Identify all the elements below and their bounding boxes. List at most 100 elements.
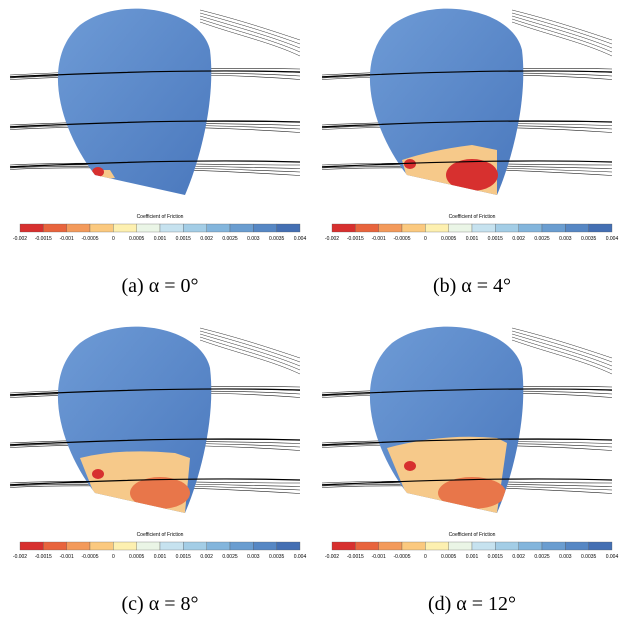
streamline (200, 340, 300, 374)
colorbar-swatch (402, 542, 425, 550)
colorbar-swatch (277, 224, 300, 232)
colorbar-swatch (183, 224, 206, 232)
colorbar-tick-label: 0 (112, 236, 115, 242)
colorbar-tick-label: 0.001 (154, 554, 167, 560)
colorbar-tick-label: 0.0025 (222, 236, 238, 242)
colorbar-swatch (542, 542, 565, 550)
friction-region (92, 469, 104, 479)
colorbar-tick-label: 0.0015 (176, 554, 192, 560)
colorbar-tick-label: 0.0025 (222, 554, 238, 560)
colorbar-swatch (20, 224, 43, 232)
friction-region (130, 477, 190, 509)
colorbar-swatch (565, 542, 588, 550)
colorbar-swatch (43, 224, 66, 232)
colorbar-swatch (472, 542, 495, 550)
colorbar-swatch (589, 542, 612, 550)
colorbar-tick-label: -0.002 (325, 554, 339, 560)
colorbar-tick-label: -0.0005 (82, 236, 99, 242)
colorbar-swatch (67, 542, 90, 550)
streamline (512, 331, 612, 362)
colorbar-tick-label: -0.0005 (82, 554, 99, 560)
colorbar-title: Coefficient of Friction (137, 532, 184, 538)
colorbar-swatch (90, 224, 113, 232)
streamline (512, 340, 612, 374)
colorbar-tick-label: 0.002 (200, 554, 213, 560)
friction-region (404, 461, 416, 471)
colorbar-tick-label: 0.002 (512, 554, 525, 560)
colorbar-tick-label: 0.0015 (488, 236, 504, 242)
colorbar-tick-label: 0.001 (466, 236, 479, 242)
panel: Coefficient of Friction -0.002 -0.0015 -0.0… (322, 9, 618, 297)
colorbar-swatch (253, 542, 276, 550)
colorbar-tick-label: 0.004 (606, 554, 619, 560)
colorbar-swatch (20, 542, 43, 550)
wake-region (387, 437, 507, 513)
colorbar-swatch (67, 224, 90, 232)
colorbar-swatch (519, 542, 542, 550)
colorbar-swatch (277, 542, 300, 550)
colorbar-swatch (495, 542, 518, 550)
colorbar-tick-label: 0.003 (247, 236, 260, 242)
colorbar-title: Coefficient of Friction (137, 214, 184, 220)
colorbar-swatch (565, 224, 588, 232)
colorbar-swatch (449, 224, 472, 232)
colorbar-swatch (379, 224, 402, 232)
friction-region (446, 159, 498, 191)
colorbar-swatch (113, 542, 136, 550)
colorbar-swatch (355, 224, 378, 232)
colorbar-tick-label: -0.002 (13, 554, 27, 560)
colorbar-tick-label: 0 (424, 236, 427, 242)
colorbar-tick-label: -0.002 (325, 236, 339, 242)
panel: Coefficient of Friction -0.002 -0.0015 -0.0… (10, 9, 306, 297)
colorbar-swatch (160, 224, 183, 232)
colorbar-swatch (253, 224, 276, 232)
colorbar-tick-label: 0 (424, 554, 427, 560)
colorbar-title: Coefficient of Friction (449, 214, 496, 220)
colorbar-swatch (519, 224, 542, 232)
streamline (512, 22, 612, 56)
colorbar-tick-label: 0.0025 (534, 236, 550, 242)
caption: (d) α = 12° (428, 593, 516, 615)
friction-region (438, 477, 506, 509)
streamline (200, 334, 300, 366)
streamline (200, 16, 300, 48)
streamline (512, 334, 612, 366)
figure: Coefficient of Friction -0.002 -0.0015 -0.0… (0, 0, 624, 627)
caption: (c) α = 8° (122, 593, 199, 615)
colorbar-tick-label: 0.0035 (269, 236, 285, 242)
colorbar-swatch (495, 224, 518, 232)
colorbar-swatch (355, 542, 378, 550)
colorbar-swatch (542, 224, 565, 232)
colorbar-tick-label: -0.0015 (35, 236, 52, 242)
panel: Coefficient of Friction -0.002 -0.0015 -0.0… (10, 327, 306, 615)
colorbar-tick-label: -0.0015 (347, 236, 364, 242)
colorbar-tick-label: 0.0035 (581, 236, 597, 242)
caption: (a) α = 0° (122, 275, 199, 297)
colorbar-swatch (113, 224, 136, 232)
colorbar-tick-label: 0.0025 (534, 554, 550, 560)
colorbar-tick-label: 0.0005 (129, 236, 145, 242)
colorbar-swatch (160, 542, 183, 550)
wake-region (80, 451, 190, 513)
colorbar-tick-label: -0.002 (13, 236, 27, 242)
colorbar-swatch (183, 542, 206, 550)
streamline (200, 328, 300, 358)
hull-surface (58, 9, 211, 195)
colorbar-tick-label: -0.0005 (394, 236, 411, 242)
colorbar-tick-label: -0.0015 (35, 554, 52, 560)
colorbar-tick-label: 0.0015 (176, 236, 192, 242)
colorbar-swatch (230, 224, 253, 232)
colorbar-tick-label: 0.001 (466, 554, 479, 560)
colorbar-swatch (207, 224, 230, 232)
colorbar-tick-label: 0.0005 (129, 554, 145, 560)
colorbar-swatch (589, 224, 612, 232)
colorbar-swatch (449, 542, 472, 550)
colorbar-tick-label: -0.0005 (394, 554, 411, 560)
colorbar-tick-label: 0.0035 (269, 554, 285, 560)
streamline (512, 16, 612, 48)
colorbar-swatch (402, 224, 425, 232)
streamline (512, 328, 612, 358)
colorbar-tick-label: 0.003 (247, 554, 260, 560)
colorbar-tick-label: 0.0005 (441, 236, 457, 242)
colorbar-tick-label: 0 (112, 554, 115, 560)
